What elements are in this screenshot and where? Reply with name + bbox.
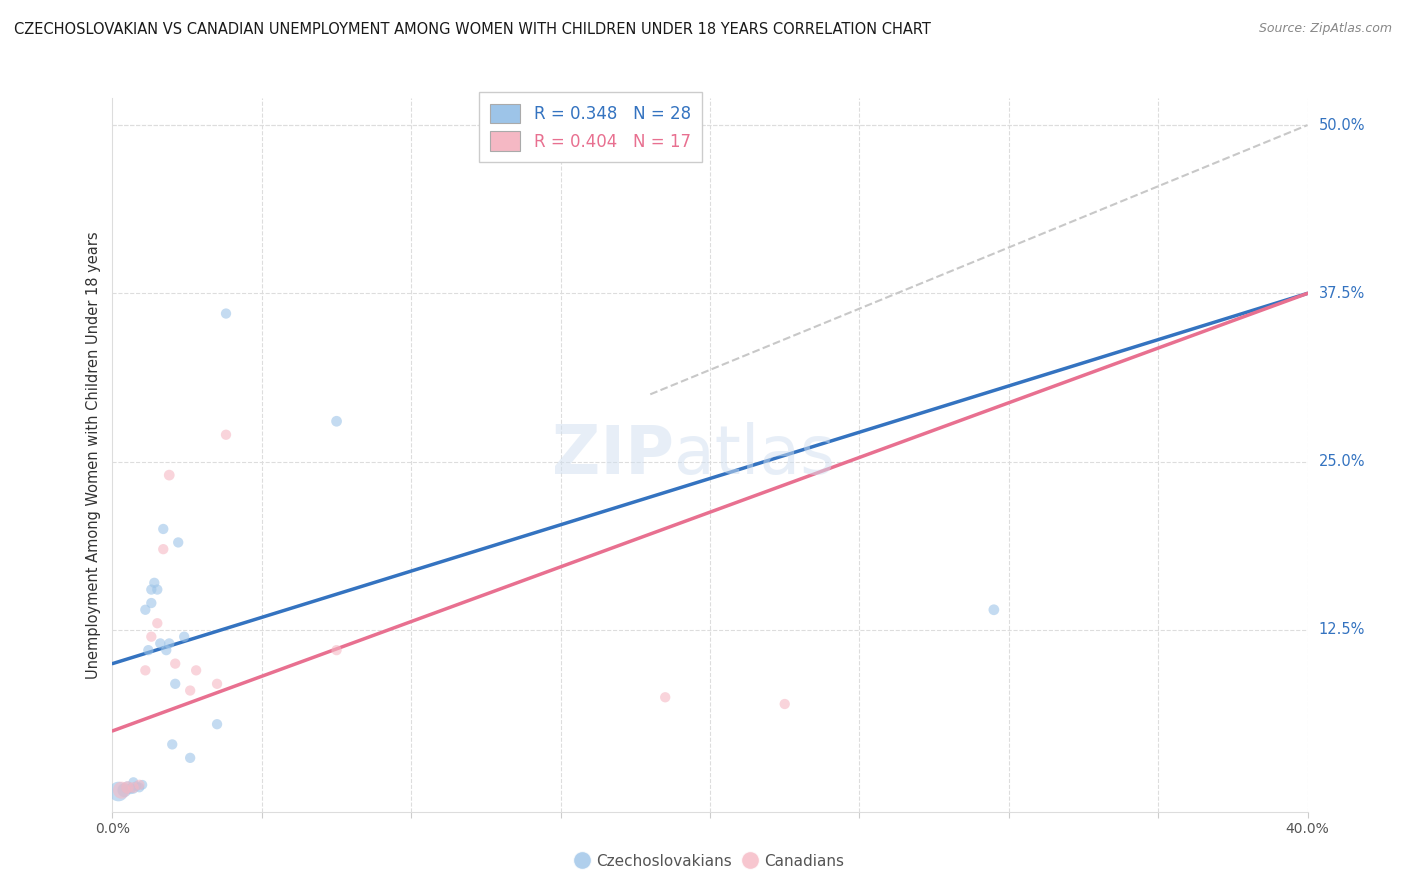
- Point: [152, 522, 174, 536]
- Point: [162, 738, 183, 752]
- Point: [117, 780, 139, 795]
- Text: 12.5%: 12.5%: [1319, 623, 1365, 638]
- Point: [186, 664, 208, 678]
- Point: [157, 468, 180, 483]
- Point: [179, 683, 201, 698]
- Point: [114, 783, 135, 797]
- Point: [122, 775, 145, 789]
- Text: 25.0%: 25.0%: [1319, 454, 1365, 469]
- Point: [134, 603, 156, 617]
- Point: [152, 542, 174, 557]
- Point: [141, 596, 163, 610]
- Point: [325, 414, 347, 428]
- Y-axis label: Unemployment Among Women with Children Under 18 years: Unemployment Among Women with Children U…: [86, 231, 101, 679]
- Text: Source: ZipAtlas.com: Source: ZipAtlas.com: [1258, 22, 1392, 36]
- Point: [983, 603, 1005, 617]
- Point: [110, 783, 132, 797]
- Text: 50.0%: 50.0%: [1319, 118, 1365, 133]
- Point: [131, 778, 153, 792]
- Point: [325, 643, 347, 657]
- Point: [107, 784, 129, 798]
- Point: [125, 779, 148, 793]
- Point: [128, 780, 150, 795]
- Point: [155, 643, 177, 657]
- Point: [141, 582, 163, 597]
- Point: [205, 677, 228, 691]
- Point: [157, 636, 180, 650]
- Point: [149, 636, 172, 650]
- Text: ZIP: ZIP: [553, 422, 675, 488]
- Text: 37.5%: 37.5%: [1319, 285, 1365, 301]
- Point: [146, 582, 169, 597]
- Point: [165, 657, 187, 671]
- Text: atlas: atlas: [675, 422, 835, 488]
- Point: [215, 307, 238, 321]
- Point: [654, 690, 676, 705]
- Point: [134, 664, 156, 678]
- Point: [167, 535, 190, 549]
- Point: [146, 616, 169, 631]
- Legend: Czechoslovakians, Canadians: Czechoslovakians, Canadians: [569, 847, 851, 875]
- Point: [117, 780, 139, 795]
- Point: [215, 427, 238, 442]
- Point: [122, 781, 145, 796]
- Point: [205, 717, 228, 731]
- Point: [773, 697, 796, 711]
- Point: [141, 630, 163, 644]
- Text: CZECHOSLOVAKIAN VS CANADIAN UNEMPLOYMENT AMONG WOMEN WITH CHILDREN UNDER 18 YEAR: CZECHOSLOVAKIAN VS CANADIAN UNEMPLOYMENT…: [14, 22, 931, 37]
- Point: [120, 781, 142, 796]
- Point: [128, 778, 150, 792]
- Point: [143, 575, 166, 590]
- Point: [138, 643, 160, 657]
- Point: [122, 780, 145, 795]
- Point: [173, 630, 195, 644]
- Point: [165, 677, 187, 691]
- Point: [179, 751, 201, 765]
